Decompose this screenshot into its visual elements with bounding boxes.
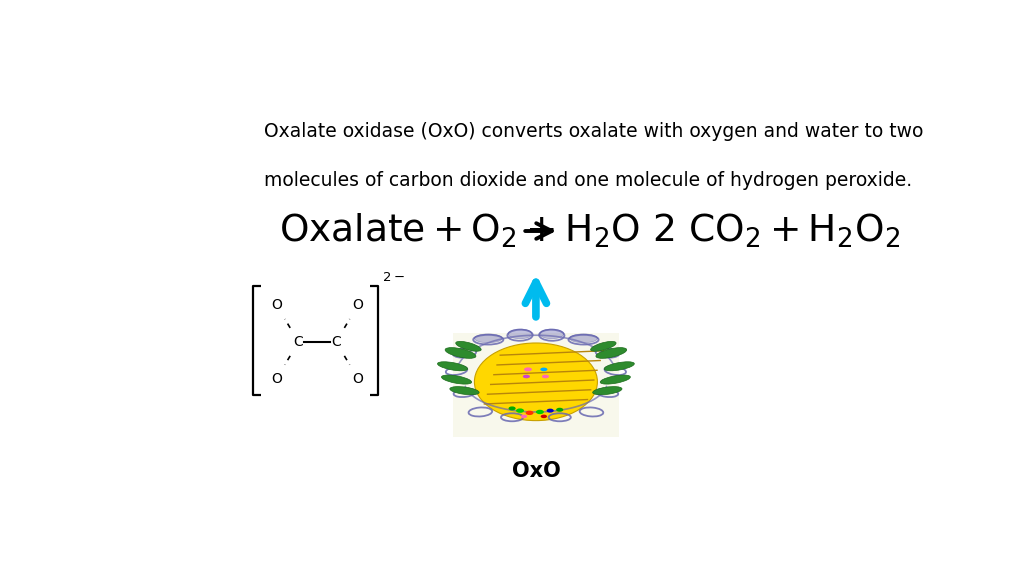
Ellipse shape [547,408,554,412]
Ellipse shape [604,362,634,371]
Text: molecules of carbon dioxide and one molecule of hydrogen peroxide.: molecules of carbon dioxide and one mole… [264,171,912,190]
Text: C: C [294,335,303,349]
Ellipse shape [474,334,502,343]
Ellipse shape [525,411,534,415]
Ellipse shape [456,342,481,351]
Ellipse shape [474,343,597,420]
Text: Oxalate oxidase (OxO) converts oxalate with oxygen and water to two: Oxalate oxidase (OxO) converts oxalate w… [264,122,924,141]
Text: O: O [271,372,282,386]
Text: $2-$: $2-$ [382,271,404,284]
Ellipse shape [600,375,631,384]
Ellipse shape [524,367,531,372]
Ellipse shape [445,348,476,358]
Ellipse shape [593,386,622,395]
Text: O: O [352,298,364,312]
Text: O: O [271,298,282,312]
Ellipse shape [596,348,627,358]
Text: O: O [352,372,364,386]
Ellipse shape [523,374,530,378]
Ellipse shape [540,329,563,339]
Ellipse shape [521,415,527,418]
Ellipse shape [437,362,468,371]
Ellipse shape [542,374,549,378]
Ellipse shape [536,410,544,414]
Ellipse shape [509,407,516,411]
Ellipse shape [516,408,524,413]
Ellipse shape [591,342,616,351]
Ellipse shape [556,408,563,412]
Ellipse shape [441,375,472,384]
Ellipse shape [569,334,597,343]
Text: $\mathsf{Oxalate + O_2 + H_2O}$: $\mathsf{Oxalate + O_2 + H_2O}$ [279,212,640,250]
Ellipse shape [541,367,548,371]
Ellipse shape [450,386,479,395]
Text: C: C [331,335,341,349]
FancyBboxPatch shape [453,333,620,437]
Ellipse shape [541,415,547,418]
Ellipse shape [508,329,531,339]
Text: OxO: OxO [512,460,560,480]
Text: $\mathsf{2\ CO_2 + H_2O_2}$: $\mathsf{2\ CO_2 + H_2O_2}$ [652,212,900,250]
